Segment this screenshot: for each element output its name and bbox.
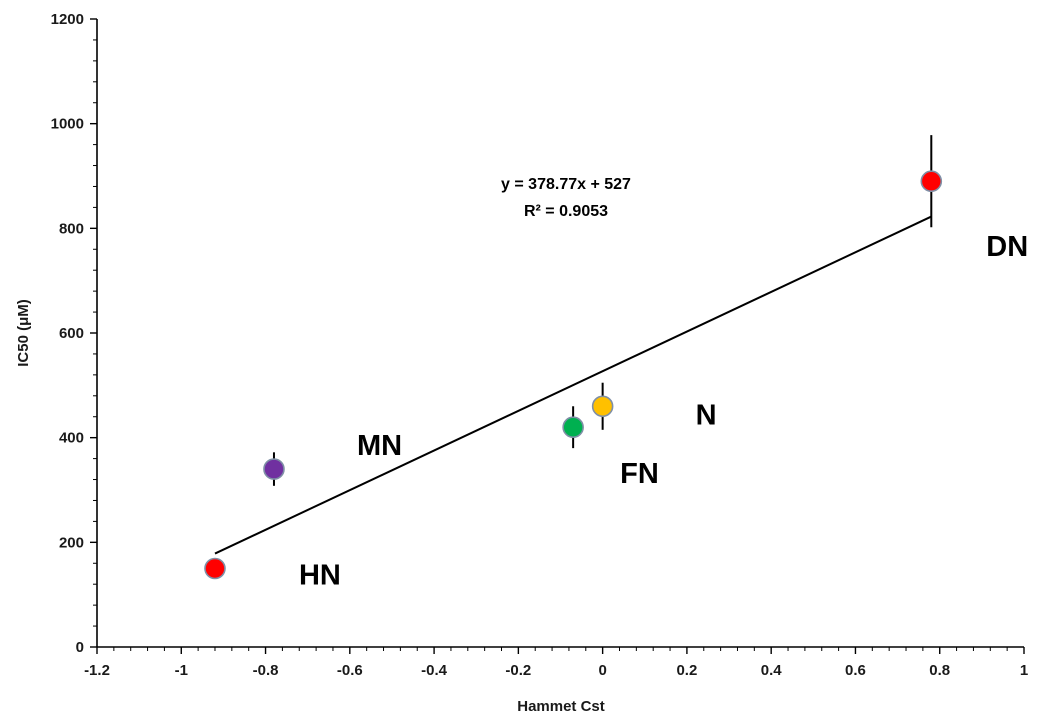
x-tick-label: 1 — [1020, 662, 1028, 679]
x-tick-label: 0.8 — [929, 662, 950, 679]
x-tick-label: 0.6 — [845, 662, 866, 679]
y-axis-title: IC50 (μM) — [15, 299, 32, 367]
x-tick-label: -0.8 — [253, 662, 279, 679]
axes — [96, 19, 1024, 648]
point-label-n: N — [696, 399, 717, 431]
x-tick-label: 0 — [598, 662, 606, 679]
data-point-fn — [562, 416, 584, 439]
point-label-dn: DN — [986, 231, 1028, 263]
data-point-hn — [204, 557, 226, 580]
trendline-group — [214, 215, 932, 555]
y-tick-label: 1200 — [51, 11, 84, 28]
y-tick-label: 0 — [76, 639, 84, 656]
point-labels: HN MN FN N DN — [299, 231, 1028, 591]
y-tick-label: 800 — [59, 220, 84, 237]
trendline — [214, 215, 932, 555]
point-label-fn: FN — [620, 458, 659, 490]
x-tick-label: -1 — [175, 662, 188, 679]
y-axis-ticks: 0 200 400 600 800 1000 1200 — [51, 11, 97, 656]
x-axis-ticks: -1.2 -1 -0.8 -0.6 -0.4 -0.2 0 0.2 0.4 0.6 0.8 1 — [84, 647, 1028, 679]
x-axis-title: Hammet Cst — [517, 698, 605, 715]
y-tick-label: 1000 — [51, 116, 84, 133]
data-points — [204, 170, 943, 580]
point-label-hn: HN — [299, 560, 341, 592]
x-tick-label: -0.4 — [421, 662, 448, 679]
y-tick-label: 400 — [59, 430, 84, 447]
trendline-equation: y = 378.77x + 527 — [501, 176, 631, 193]
data-point-mn — [263, 458, 285, 480]
y-tick-label: 200 — [59, 534, 84, 551]
data-point-dn — [920, 170, 943, 193]
x-tick-label: -0.6 — [337, 662, 363, 679]
y-tick-label: 600 — [59, 325, 84, 342]
point-label-mn: MN — [357, 430, 402, 462]
x-tick-label: -0.2 — [505, 662, 531, 679]
x-tick-label: -1.2 — [84, 662, 110, 679]
x-tick-label: 0.2 — [676, 662, 697, 679]
x-tick-label: 0.4 — [761, 662, 783, 679]
data-point-n — [591, 395, 614, 418]
trendline-r-squared: R² = 0.9053 — [524, 203, 608, 220]
